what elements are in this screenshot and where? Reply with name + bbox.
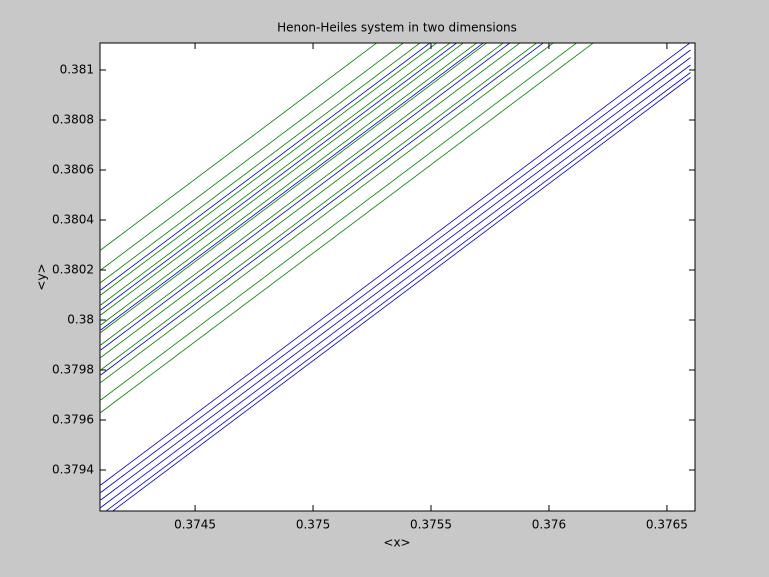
series-line <box>100 43 511 351</box>
y-tick-label: 0.3794 <box>52 463 94 477</box>
y-tick-label: 0.3802 <box>52 263 94 277</box>
y-tick-label: 0.3796 <box>52 413 94 427</box>
lines <box>100 43 691 511</box>
series-line <box>105 72 691 511</box>
series-line <box>100 43 578 401</box>
axes-box <box>99 42 696 512</box>
series-line <box>100 43 431 291</box>
x-tick-label: 0.375 <box>296 518 330 532</box>
series-line <box>100 43 421 283</box>
x-tick-label: 0.3755 <box>410 518 452 532</box>
y-tick-label: 0.3808 <box>52 113 94 127</box>
series-line <box>100 43 458 311</box>
series-line <box>100 43 521 358</box>
series-line <box>100 57 691 501</box>
y-axis-label: <y> <box>35 263 49 290</box>
series-line <box>100 49 691 493</box>
chart-title: Henon-Heiles system in two dimensions <box>277 21 517 35</box>
series-line <box>100 43 594 413</box>
series-line <box>112 77 691 511</box>
x-axis-label: <x> <box>383 536 410 550</box>
series-line <box>100 43 438 296</box>
y-tick-label: 0.3806 <box>52 163 94 177</box>
x-tick-label: 0.376 <box>532 518 566 532</box>
series-line <box>100 43 554 383</box>
series-line <box>100 43 504 346</box>
y-tick-label: 0.38 <box>67 313 94 327</box>
x-tick-label: 0.3745 <box>174 518 216 532</box>
series-line <box>100 43 464 316</box>
series-line <box>100 43 538 371</box>
y-tick-label: 0.3798 <box>52 363 94 377</box>
series-line <box>100 43 378 251</box>
series-line <box>100 43 488 333</box>
y-tick-label: 0.3804 <box>52 213 94 227</box>
series-line <box>100 43 544 376</box>
y-tick-label: 0.381 <box>60 63 94 77</box>
series-line <box>100 43 478 326</box>
series-line <box>100 43 484 331</box>
series-line <box>100 43 404 271</box>
series-line <box>100 43 451 306</box>
x-tick-label: 0.3765 <box>646 518 688 532</box>
series-line <box>100 43 691 486</box>
series-line <box>100 64 691 508</box>
